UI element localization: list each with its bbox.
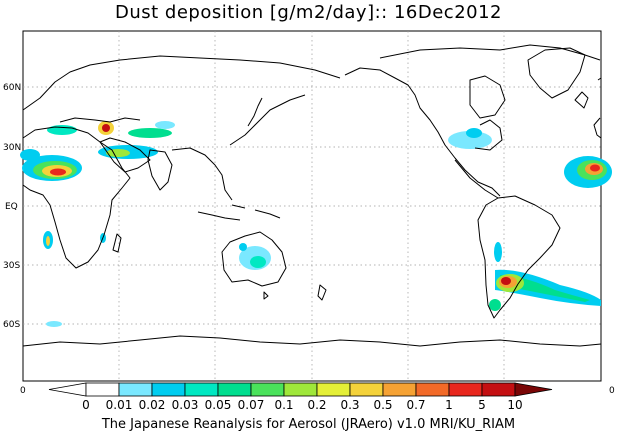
colorbar-label-10: 0.7	[406, 398, 425, 412]
colorbar-box-4	[217, 382, 252, 397]
colorbar-label-9: 0.5	[373, 398, 392, 412]
lat-label-30s: 30S	[3, 261, 20, 271]
lat-label-eq: EQ	[5, 202, 18, 212]
lon-label-right: 0	[609, 386, 615, 396]
colorbar-label-8: 0.3	[340, 398, 359, 412]
lat-label-60s: 60S	[3, 320, 20, 330]
colorbar-label-2: 0.02	[139, 398, 166, 412]
colorbar-box-3	[184, 382, 219, 397]
colorbar-label-6: 0.1	[274, 398, 293, 412]
colorbar-box-7	[316, 382, 351, 397]
lat-label-60n: 60N	[3, 83, 21, 93]
lon-label-left: 0	[20, 386, 26, 396]
colorbar-label-5: 0.07	[238, 398, 265, 412]
colorbar: 0 0.01 0.02 0.03 0.05 0.07 0.1 0.2 0.3 0.5 0.7 1 5 10	[48, 382, 553, 412]
colorbar-box-9	[382, 382, 417, 397]
colorbar-box-11	[448, 382, 483, 397]
colorbar-box-8	[349, 382, 384, 397]
colorbar-label-13: 10	[507, 398, 522, 412]
colorbar-box-12	[481, 382, 516, 397]
colorbar-label-12: 5	[478, 398, 486, 412]
graticule	[23, 31, 601, 381]
colorbar-under-triangle	[48, 382, 87, 397]
colorbar-over-triangle	[514, 382, 553, 397]
dust-deposition-field	[20, 121, 612, 327]
map-title: Dust deposition [g/m2/day]:: 16Dec2012	[114, 2, 503, 23]
colorbar-box-0	[85, 382, 120, 397]
colorbar-label-11: 1	[445, 398, 453, 412]
colorbar-box-1	[118, 382, 153, 397]
lat-label-30n: 30N	[3, 143, 21, 153]
colorbar-box-5	[250, 382, 285, 397]
colorbar-label-1: 0.01	[106, 398, 133, 412]
colorbar-label-3: 0.03	[172, 398, 199, 412]
colorbar-label-7: 0.2	[307, 398, 326, 412]
coastlines	[22, 44, 602, 347]
colorbar-box-2	[151, 382, 186, 397]
colorbar-label-0: 0	[82, 398, 90, 412]
colorbar-label-4: 0.05	[205, 398, 232, 412]
footer-credit: The Japanese Reanalysis for Aerosol (JRA…	[101, 417, 516, 432]
colorbar-box-6	[283, 382, 318, 397]
colorbar-box-10	[415, 382, 450, 397]
